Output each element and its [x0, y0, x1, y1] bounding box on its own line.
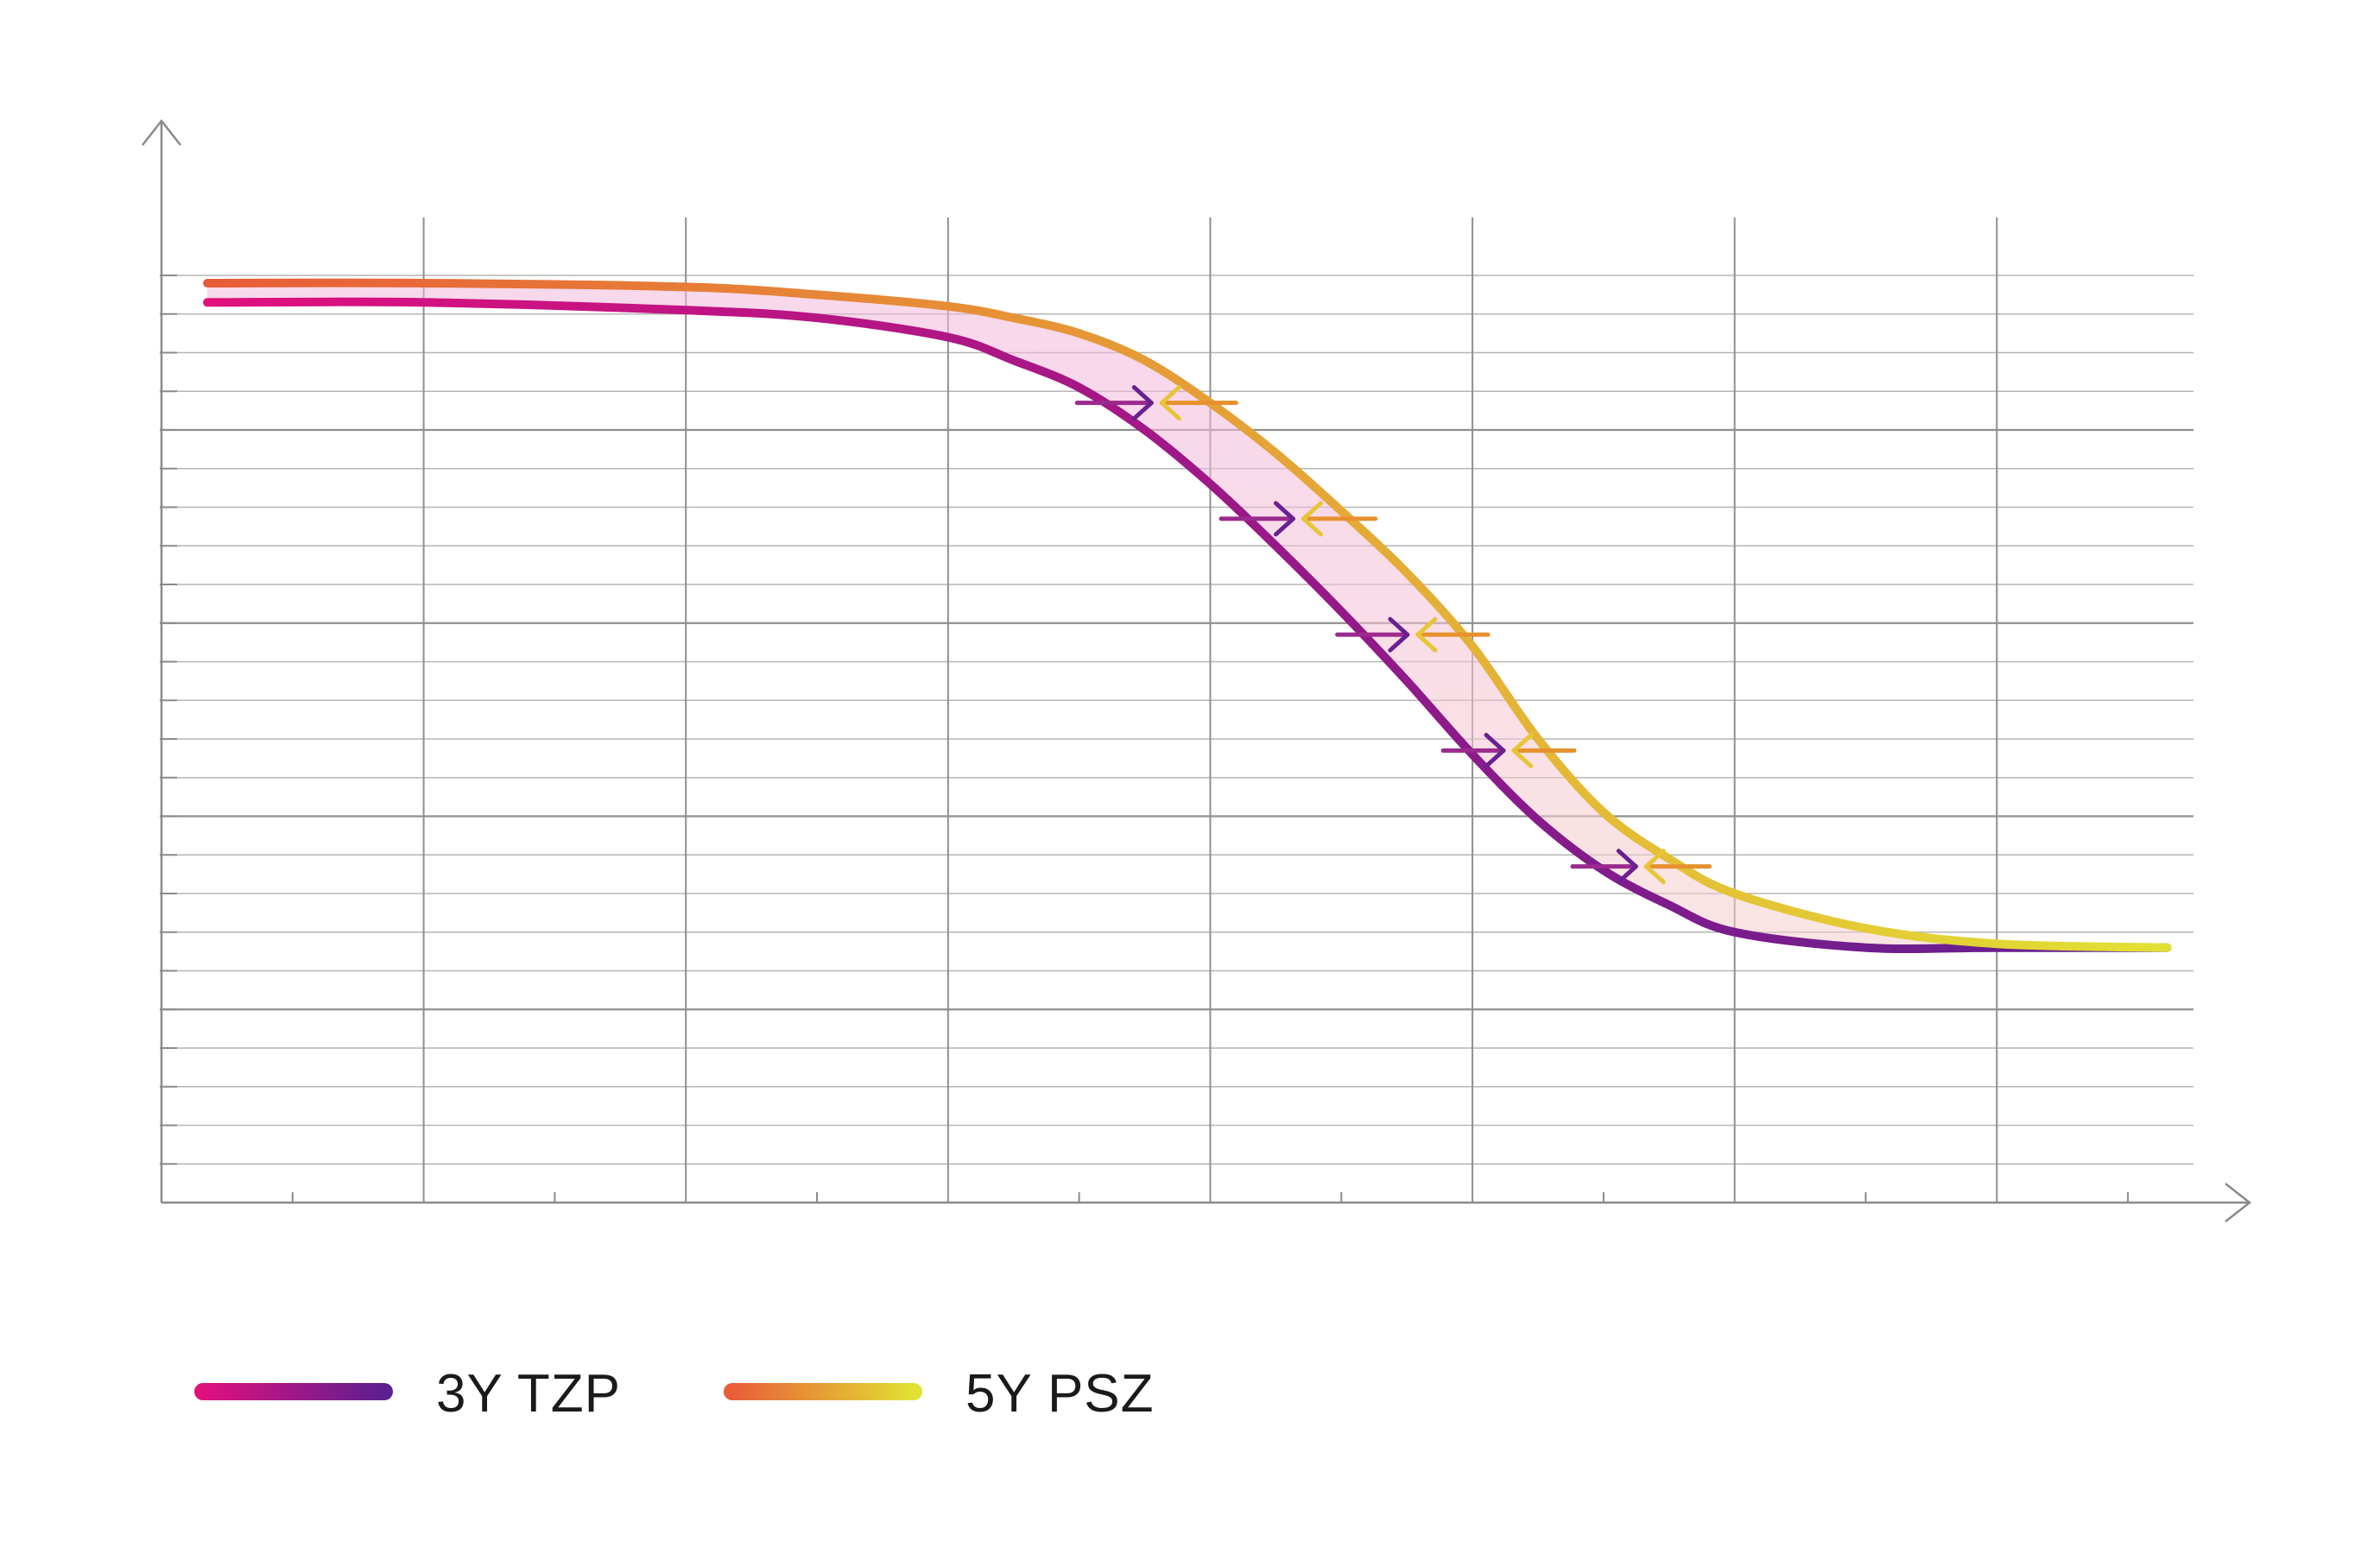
- series-layer: [203, 278, 2172, 953]
- convergence-arrow-pair: [1570, 849, 1712, 885]
- arrow-left-head: [1415, 616, 1438, 653]
- axes: [142, 118, 2252, 1222]
- grid: [160, 217, 2193, 1203]
- arrow-right-head: [1484, 732, 1506, 768]
- arrow-left-head: [1643, 849, 1666, 885]
- legend-label-3y-tzp: 3Y TZP: [436, 1364, 621, 1424]
- convergence-arrow-pair: [1218, 501, 1378, 537]
- arrow-left-head: [1511, 732, 1534, 768]
- arrow-left-head: [1301, 501, 1323, 537]
- arrows-layer: [1074, 385, 1712, 885]
- series-line-3y-tzp: [203, 297, 2172, 953]
- arrow-right-head: [1131, 385, 1154, 421]
- x-axis-arrowhead: [2225, 1183, 2252, 1222]
- convergence-arrow-pair: [1335, 616, 1491, 653]
- legend-label-5y-psz: 5Y PSZ: [965, 1364, 1155, 1424]
- series-line-5y-psz: [203, 278, 2172, 952]
- arrow-right-head: [1273, 501, 1295, 537]
- convergence-arrow-pair: [1074, 385, 1238, 421]
- arrow-right-head: [1616, 849, 1638, 885]
- arrow-right-head: [1388, 616, 1410, 653]
- arrow-left-head: [1159, 385, 1181, 421]
- legend: 3Y TZP 5Y PSZ: [194, 1364, 1155, 1424]
- y-axis-arrowhead: [142, 118, 181, 146]
- convergence-arrow-pair: [1440, 732, 1577, 768]
- gap-band: [207, 282, 2168, 949]
